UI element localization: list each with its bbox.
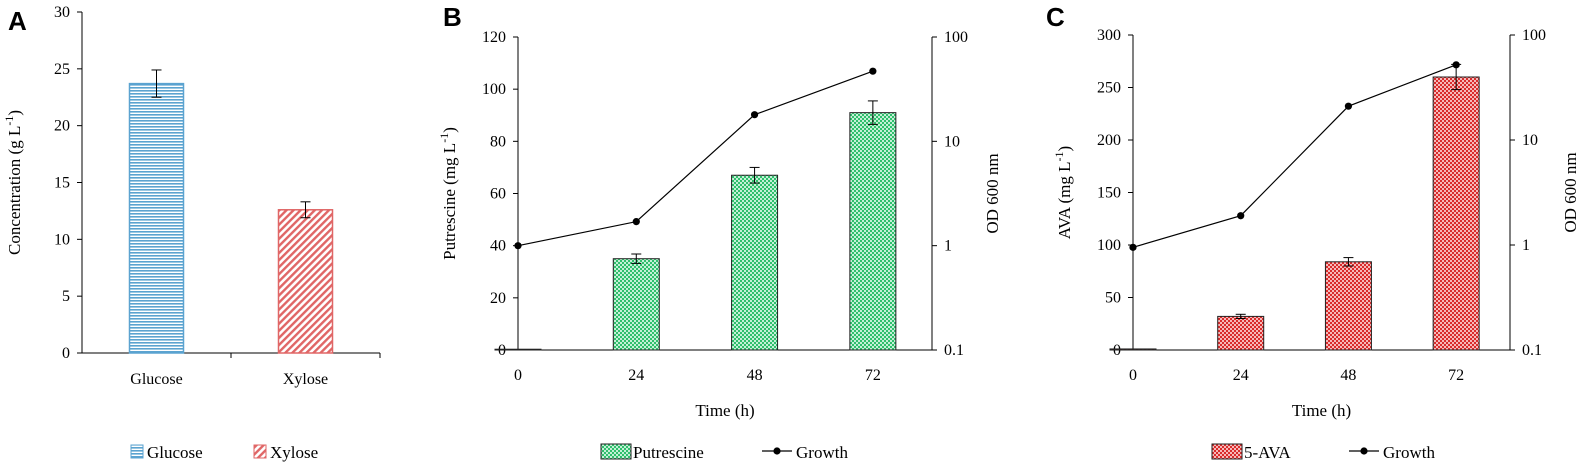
growth-point [1452,61,1460,69]
x-tick-label: Glucose [130,371,182,388]
growth-point [1344,102,1353,110]
y-axis-label: AVA (mg L-1) [1052,146,1074,239]
bar [128,82,185,354]
y-tick-label: 150 [1097,185,1121,202]
bar [612,258,660,351]
panel-a: A 0 5 10 15 20 25 30 Concentration (g L-1) Glucos… [2,4,381,462]
x-tick-label: 48 [747,367,763,384]
y2-tick-label: 100 [944,29,968,46]
legend-swatch [253,444,267,459]
bar [1109,348,1157,351]
panel-label: A [8,6,27,36]
bar [277,209,334,354]
y-axis-label: Putrescine (mg L-1) [437,127,459,260]
y-tick-label: 100 [482,81,506,98]
y2-tick-label: 10 [1522,132,1538,149]
growth-point [750,111,759,119]
growth-point [1237,212,1245,220]
y-tick-label: 100 [1097,237,1121,254]
panel-label: C [1046,2,1065,32]
x-axis-label: Time (h) [1292,401,1351,420]
bar [849,112,897,351]
bar [1432,76,1480,351]
legend-swatch [600,443,632,460]
y-tick-label: 300 [1097,27,1121,44]
growth-point [514,242,522,250]
x-tick-label: 0 [514,367,522,384]
legend-label: Growth [796,443,848,462]
panel-c: C 0 50 100 150 200 250 300 0.1 1 10 100 AVA (mg L-1)… [1046,2,1580,462]
x-axis-label: Time (h) [695,401,754,420]
y-tick-label: 80 [490,133,506,150]
legend-swatch [130,444,144,459]
y-tick-label: 20 [490,290,506,307]
y-tick-label: 250 [1097,80,1121,97]
bar [494,348,542,351]
y-tick-label: 10 [54,231,70,248]
panel-label: B [443,2,462,32]
x-tick-label: 0 [1129,367,1137,384]
legend-marker [1360,447,1368,455]
bar [731,174,779,351]
y-tick-label: 200 [1097,132,1121,149]
y2-tick-label: 10 [944,133,960,150]
y-tick-label: 30 [54,4,70,21]
legend-label: Growth [1383,443,1435,462]
y-tick-label: 20 [54,118,70,135]
y-tick-label: 40 [490,238,506,255]
y2-tick-label: 1 [944,238,952,255]
x-tick-label: 72 [865,367,881,384]
panel-b: B 0 20 40 60 80 100 120 0.1 1 10 100 Putrescine (mg … [437,2,1002,462]
x-tick-label: 24 [1233,367,1249,384]
y2-tick-label: 100 [1522,27,1546,44]
legend-label: 5-AVA [1244,443,1291,462]
legend-swatch [1211,443,1243,460]
y-tick-label: 0 [62,345,70,362]
growth-point [869,67,877,75]
y-tick-label: 60 [490,186,506,203]
y2-axis-label: OD 600 nm [983,153,1002,233]
legend-label: Glucose [147,443,203,462]
y2-axis-label: OD 600 nm [1561,152,1580,232]
legend-label: Putrescine [633,443,704,462]
legend-label: Xylose [270,443,318,462]
x-tick-label: 24 [628,367,644,384]
y2-tick-label: 0.1 [1522,342,1542,359]
y2-tick-label: 0.1 [944,342,964,359]
growth-line [517,70,874,247]
legend-marker [773,447,781,455]
growth-line [1132,64,1457,248]
bar [1217,315,1265,351]
y-tick-label: 5 [62,288,70,305]
y-tick-label: 25 [54,61,70,78]
y-tick-label: 15 [54,175,70,192]
growth-point [1129,243,1137,251]
x-tick-label: 48 [1340,367,1356,384]
x-tick-label: 72 [1448,367,1464,384]
growth-point [632,218,640,226]
x-tick-label: Xylose [283,371,328,388]
bar [1324,261,1372,351]
y-tick-label: 120 [482,29,506,46]
y-axis-label: Concentration (g L-1) [2,110,24,255]
y-tick-label: 0 [498,342,506,359]
y-tick-label: 50 [1105,290,1121,307]
y2-tick-label: 1 [1522,237,1530,254]
